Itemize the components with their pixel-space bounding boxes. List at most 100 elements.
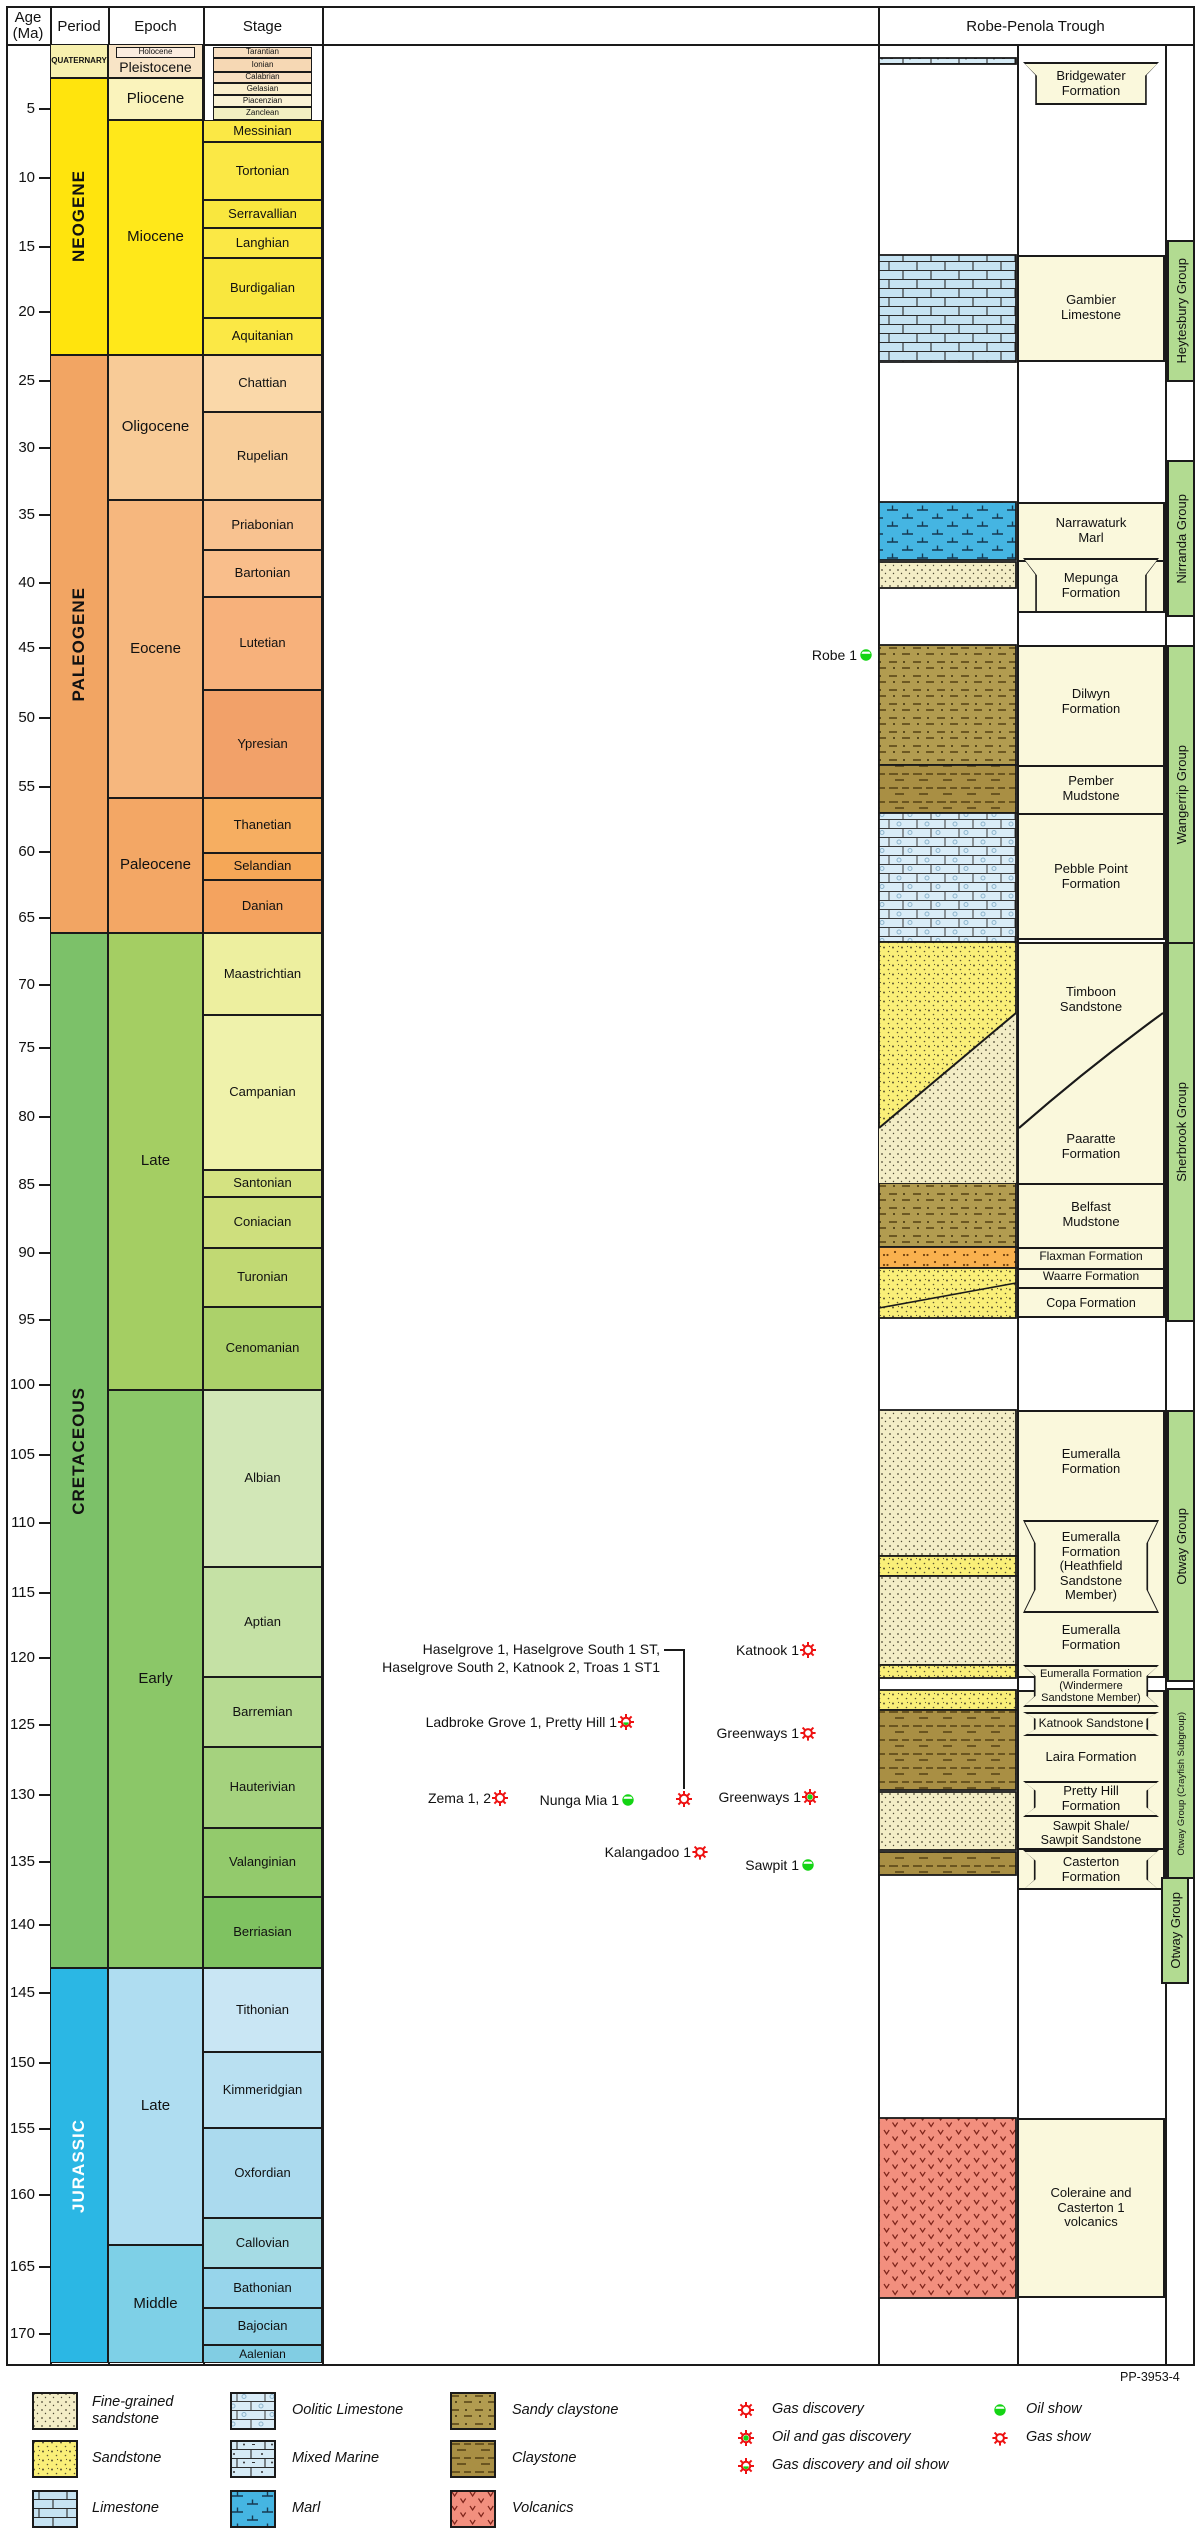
stage-label: Barremian [232, 1703, 293, 1719]
age-tick-label: 160 [9, 2186, 35, 2203]
formation-label-text: Gambier Limestone [1061, 292, 1121, 322]
lithology-band-oolite [878, 812, 1017, 943]
period-header: Period [57, 17, 101, 35]
stage-cell: Langhian [203, 228, 322, 258]
formation-label-text: Waarre Formation [1042, 1269, 1140, 1284]
period-label: QUATERNARY [51, 55, 107, 65]
legend-symbol-gas-show [988, 2426, 1012, 2450]
age-tick-label: 170 [9, 2325, 35, 2342]
stage-cell: Tortonian [203, 142, 322, 200]
age-tick [39, 984, 50, 986]
formation-label-text: Belfast Mudstone [1062, 1199, 1120, 1229]
group-tab-label: Nirranda Group [1173, 493, 1189, 584]
stage-cell: Ypresian [203, 690, 322, 798]
group-tab: Otway Group (Crayfish Subgroup) [1167, 1688, 1195, 1879]
stage-cell: Albian [203, 1390, 322, 1567]
group-tab-label: Otway Group (Crayfish Subgroup) [1175, 1711, 1187, 1856]
stage-cell: Maastrichtian [203, 933, 322, 1015]
stage-label: Gelasian [246, 83, 279, 93]
lithology-band-fine [878, 1791, 1017, 1851]
epoch-cell: Early [108, 1390, 203, 1968]
formation-block [1017, 645, 1165, 940]
stage-label: Aalenian [239, 2346, 286, 2361]
stage-cell: Ionian [213, 58, 312, 72]
age-tick [39, 2128, 50, 2130]
formation-label-text: Sawpit Shale/Sawpit Sandstone [1040, 1818, 1142, 1847]
stage-cell: Santonian [203, 1170, 322, 1197]
stage-label: Oxfordian [234, 2164, 291, 2180]
stage-label: Priabonian [231, 516, 294, 532]
epoch-label: Oligocene [121, 418, 190, 436]
stage-cell: Aptian [203, 1567, 322, 1677]
well-group-annotation: Haselgrove 1, Haselgrove South 1 ST, Hase… [382, 1641, 660, 1675]
well-annotation: Robe 1 [812, 644, 878, 666]
epoch-cell: Holocene [116, 47, 195, 58]
age-tick [39, 1116, 50, 1118]
age-tick-label: 120 [9, 1649, 35, 1666]
formation-label: Laira Formation [1020, 1727, 1162, 1787]
stage-cell: Tithonian [203, 1968, 322, 2052]
lithology-band-sclay [878, 1182, 1017, 1248]
stage-label: Albian [244, 1470, 281, 1486]
gas-show-icon [991, 2431, 1009, 2447]
stage-cell: Valanginian [203, 1828, 322, 1897]
epoch-cell: Oligocene [108, 355, 203, 500]
formation-separator [1017, 813, 1165, 815]
epoch-label: Holocene [138, 47, 173, 57]
well-annotation: Ladbroke Grove 1, Pretty Hill 1 [426, 1711, 638, 1733]
stage-cell: Oxfordian [203, 2128, 322, 2218]
header-divider [6, 44, 1195, 47]
lithology-band-fine [878, 561, 1017, 589]
formation-separator [1017, 1287, 1165, 1289]
stage-cell: Rupelian [203, 412, 322, 500]
formation-label-text: Timboon Sandstone [1059, 984, 1123, 1014]
stage-cell: Piacenzian [213, 95, 312, 107]
stage-cell: Thanetian [203, 798, 322, 853]
epoch-label: Early [138, 1669, 173, 1687]
age-tick [39, 177, 50, 179]
legend-show-label: Oil and gas discovery [772, 2429, 911, 2445]
epoch-label: Pleistocene [119, 58, 192, 75]
age-tick-label: 70 [18, 976, 35, 993]
age-tick-label: 30 [18, 439, 35, 456]
group-tab: Wangerrip Group [1167, 645, 1195, 944]
age-tick-label: 105 [9, 1446, 35, 1463]
stage-cell: Aquitanian [203, 318, 322, 355]
stage-cell: Priabonian [203, 500, 322, 550]
formation-member-label: Pretty Hill Formation [1061, 1783, 1121, 1813]
age-tick [39, 582, 50, 584]
age-tick [39, 1992, 50, 1994]
well-name: Greenways 1 [718, 1789, 801, 1805]
stage-label: Messinian [233, 122, 292, 138]
age-tick-label: 165 [9, 2258, 35, 2275]
age-header-line1: Age [14, 8, 42, 26]
grid-vline [1165, 44, 1167, 2364]
age-tick-label: 10 [18, 169, 35, 186]
legend-swatch-rect [230, 2490, 276, 2528]
period-cell: CRETACEOUS [50, 933, 108, 1968]
age-tick [39, 1384, 50, 1386]
age-tick [39, 1657, 50, 1659]
epoch-label: Late [140, 2097, 171, 2115]
formation-member-label: Katnook Sandstone [1038, 1716, 1144, 1731]
well-annotation: Greenways 1 [719, 1786, 822, 1808]
stage-label: Serravallian [228, 205, 297, 221]
stage-cell: Chattian [203, 355, 322, 412]
age-tick [39, 1724, 50, 1726]
formation-label: Dilwyn Formation [1020, 672, 1162, 732]
epoch-label: Paleocene [120, 856, 191, 874]
legend-swatch-svg [450, 2440, 496, 2478]
stage-label: Tarantian [246, 47, 279, 57]
stage-label: Bathonian [233, 2279, 292, 2295]
oil-show-legend-icon [994, 2404, 1006, 2416]
stage-label: Kimmeridgian [222, 2081, 303, 2097]
formation-member-box: Bridgewater Formation [1023, 62, 1159, 105]
legend-swatch-svg [230, 2392, 276, 2430]
stage-label: Tortonian [235, 162, 290, 178]
formation-member-box-inner: Mepunga Formation [1025, 560, 1157, 611]
stage-cell: Burdigalian [203, 258, 322, 318]
age-tick-label: 115 [11, 1584, 35, 1601]
formation-label-text: Narrawaturk Marl [1055, 515, 1127, 545]
legend-lithology-label: Sandstone [92, 2450, 162, 2466]
